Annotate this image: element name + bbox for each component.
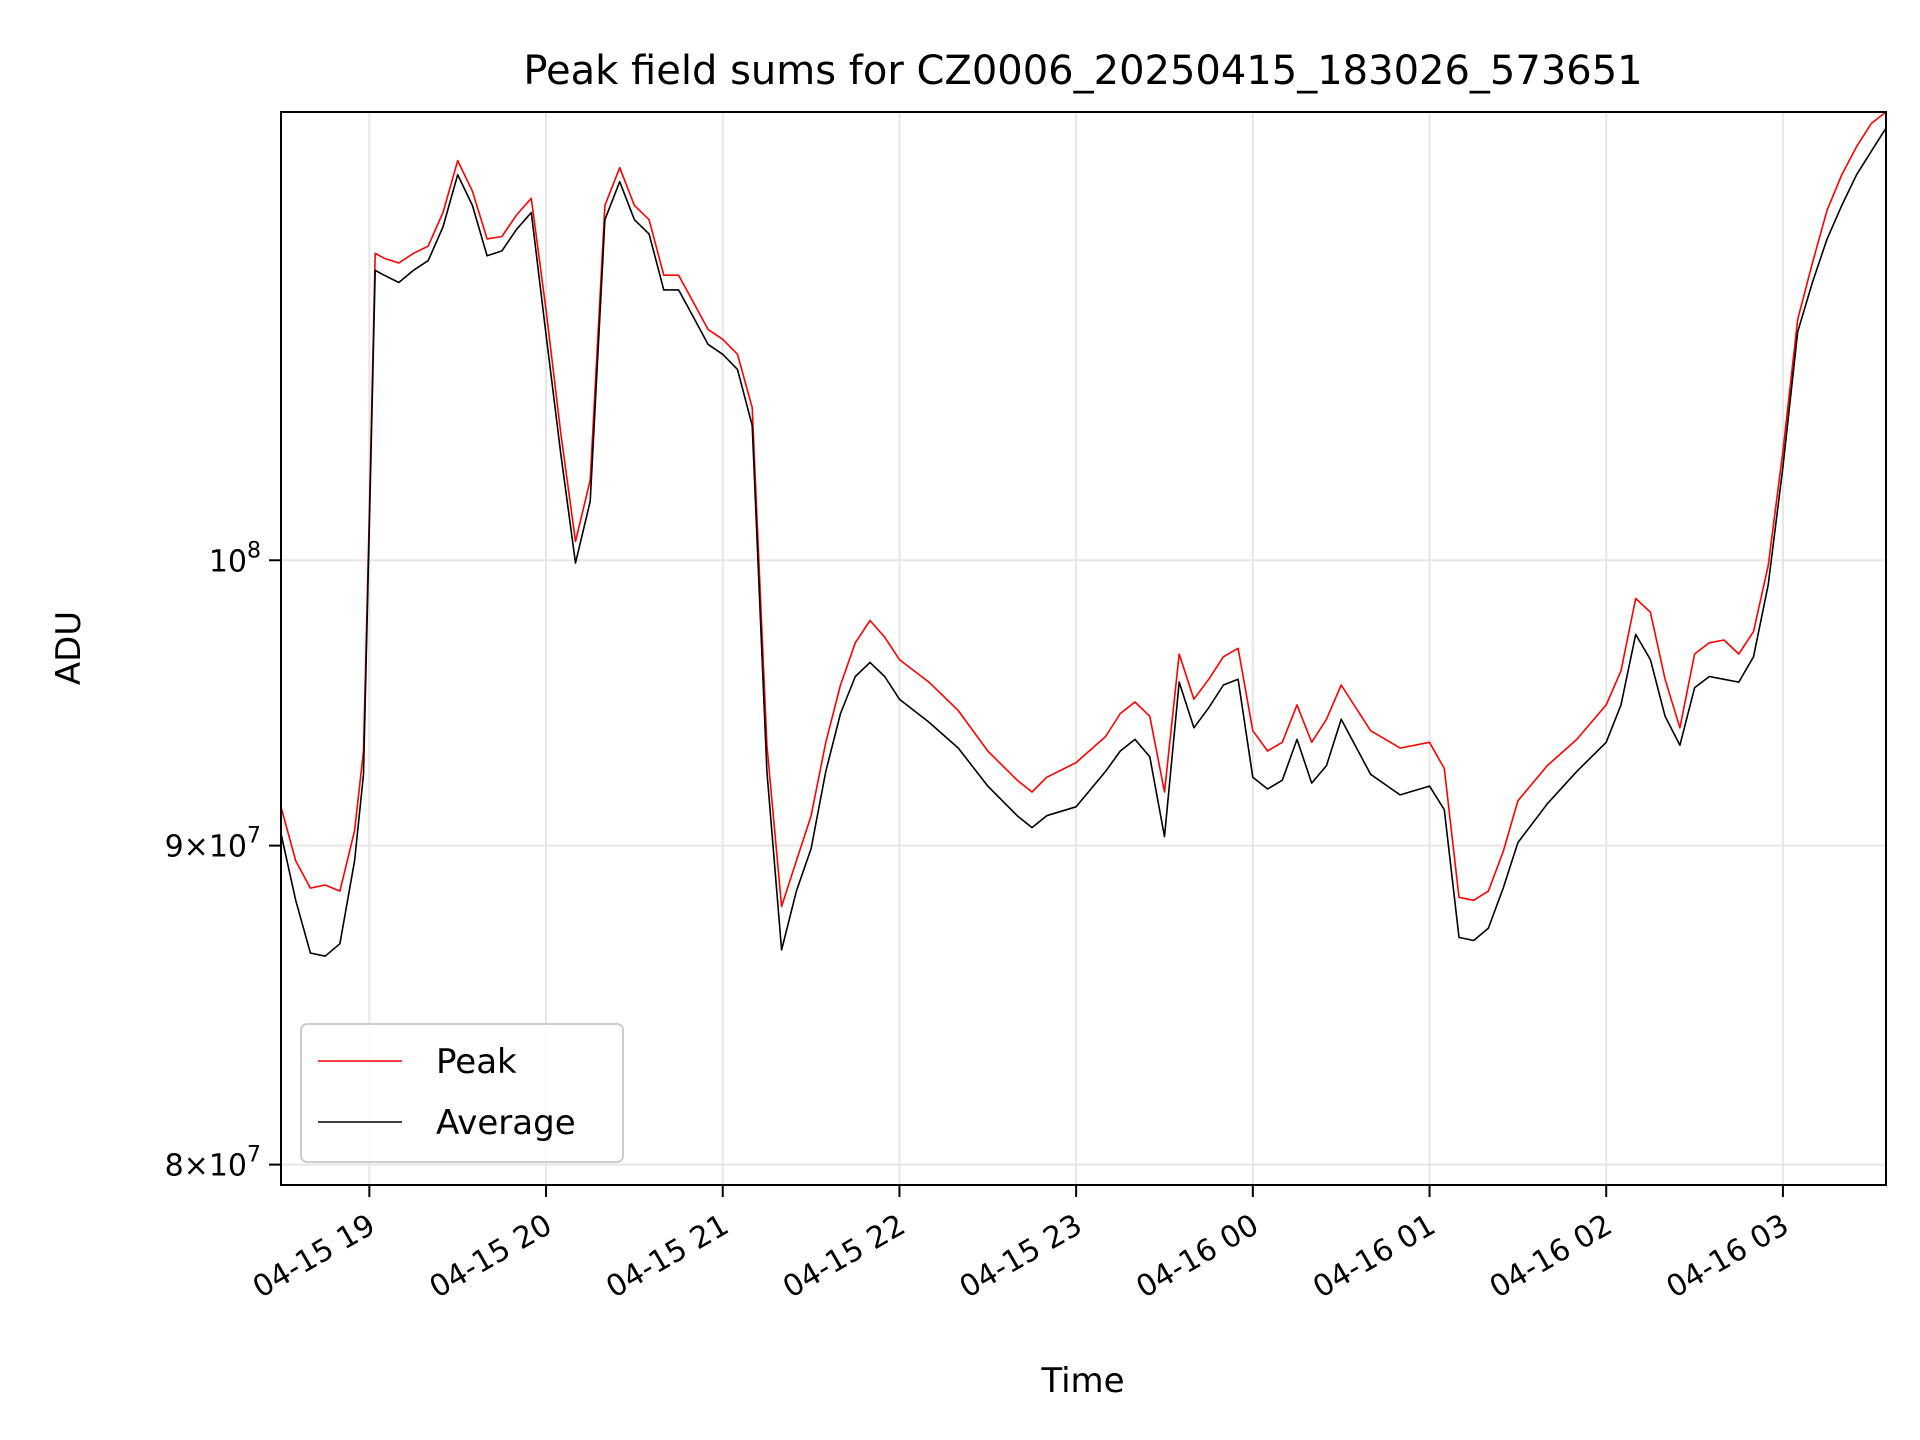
plot-frame bbox=[280, 111, 1887, 1186]
grid-lines bbox=[281, 112, 1886, 1185]
y-tick-label: 9×107 bbox=[165, 824, 261, 865]
y-tick-base: 10 bbox=[209, 544, 247, 579]
x-tick-label: 04-16 02 bbox=[1484, 1208, 1618, 1306]
y-tick-label: 8×107 bbox=[165, 1143, 261, 1184]
series-line-peak bbox=[281, 112, 1886, 908]
y-tick-exponent: 7 bbox=[247, 1143, 261, 1168]
chart-title: Peak field sums for CZ0006_20250415_1830… bbox=[523, 48, 1642, 94]
legend-box bbox=[300, 1023, 624, 1163]
x-tick-label: 04-15 21 bbox=[600, 1208, 734, 1306]
y-tick-base: 9×10 bbox=[165, 830, 247, 865]
legend: Peak Average bbox=[300, 1023, 624, 1163]
legend-label-average: Average bbox=[436, 1103, 576, 1143]
y-tick-exponent: 7 bbox=[247, 824, 261, 849]
x-tick-label: 04-16 00 bbox=[1131, 1208, 1265, 1306]
y-tick-label: 108 bbox=[209, 538, 261, 579]
x-tick-label: 04-16 03 bbox=[1661, 1208, 1795, 1306]
x-tick-label: 04-15 19 bbox=[247, 1208, 381, 1306]
x-tick-label: 04-16 01 bbox=[1307, 1208, 1441, 1306]
x-axis: 04-15 19 04-15 20 04-15 21 04-15 22 04-15 23… bbox=[247, 1185, 1795, 1305]
x-tick-label: 04-15 20 bbox=[424, 1208, 558, 1306]
x-axis-label: Time bbox=[1040, 1361, 1124, 1401]
legend-label-peak: Peak bbox=[436, 1042, 517, 1082]
y-tick-exponent: 8 bbox=[247, 538, 261, 563]
x-tick-label: 04-15 23 bbox=[954, 1208, 1088, 1306]
series-line-average bbox=[281, 127, 1886, 958]
x-tick-label: 04-15 22 bbox=[777, 1208, 911, 1306]
series-layer bbox=[281, 112, 1886, 958]
y-tick-base: 8×10 bbox=[165, 1149, 247, 1184]
y-axis-label: ADU bbox=[49, 611, 89, 685]
